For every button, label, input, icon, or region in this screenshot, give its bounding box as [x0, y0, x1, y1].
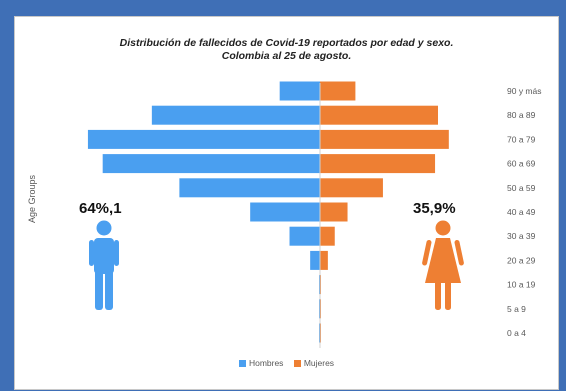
category-label-8: 10 a 19	[507, 280, 536, 290]
category-label-7: 20 a 29	[507, 255, 536, 265]
bar-mujeres-5	[320, 202, 348, 222]
chart-title-line-2: Colombia al 25 de agosto.	[221, 50, 352, 62]
bar-mujeres-6	[320, 226, 335, 246]
bar-hombres-5	[250, 202, 320, 222]
bar-hombres-3	[102, 154, 320, 174]
chart-title-line-1: Distribución de fallecidos de Covid-19 r…	[119, 37, 454, 49]
category-label-9: 5 a 9	[507, 304, 526, 314]
bar-hombres-7	[310, 250, 320, 270]
category-label-2: 70 a 79	[507, 134, 536, 144]
woman-icon	[422, 220, 464, 310]
chart-panel: Distribución de fallecidos de Covid-19 r…	[14, 16, 559, 390]
man-icon	[89, 220, 119, 310]
bar-hombres-1	[151, 105, 320, 125]
bar-mujeres-0	[320, 81, 356, 101]
bar-hombres-4	[179, 178, 320, 198]
bar-mujeres-1	[320, 105, 438, 125]
chart-title: Distribución de fallecidos de Covid-19 r…	[15, 37, 558, 63]
men-percentage: 64%,1	[79, 200, 122, 217]
bars-hombres	[87, 81, 320, 343]
women-percentage: 35,9%	[413, 200, 456, 217]
chart-legend: Hombres Mujeres	[15, 358, 558, 369]
bars-mujeres	[320, 81, 449, 343]
category-label-1: 80 a 89	[507, 110, 536, 120]
bar-hombres-0	[279, 81, 320, 101]
legend-label-mujeres: Mujeres	[303, 358, 335, 368]
bar-mujeres-3	[320, 154, 436, 174]
category-label-10: 0 a 4	[507, 328, 526, 338]
category-labels: 90 y más 80 a 89 70 a 79 60 a 69 50 a 59 40 a…	[507, 86, 542, 338]
legend-label-hombres: Hombres	[248, 358, 284, 368]
category-label-6: 30 a 39	[507, 231, 536, 241]
bar-mujeres-2	[320, 129, 449, 149]
bar-hombres-2	[87, 129, 320, 149]
category-label-5: 40 a 49	[507, 207, 536, 217]
legend-item-mujeres: Mujeres	[293, 358, 335, 368]
legend-swatch-hombres	[238, 359, 246, 367]
population-pyramid: 90 y más 80 a 89 70 a 79 60 a 69 50 a 59 40 a…	[87, 81, 542, 348]
legend-item-hombres: Hombres	[238, 358, 284, 368]
category-label-0: 90 y más	[507, 86, 542, 96]
bar-mujeres-4	[320, 178, 383, 198]
category-label-4: 50 a 59	[507, 183, 536, 193]
bar-mujeres-7	[320, 250, 328, 270]
bar-hombres-6	[289, 226, 320, 246]
category-label-3: 60 a 69	[507, 159, 536, 169]
legend-swatch-mujeres	[293, 359, 301, 367]
